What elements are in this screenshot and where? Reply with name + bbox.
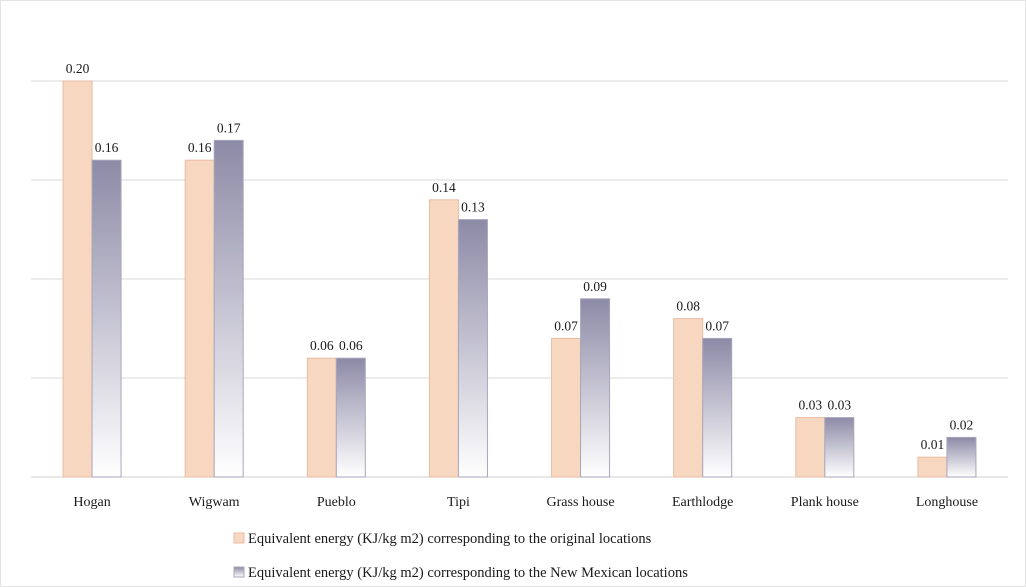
bar-original-earthlodge [673,318,704,478]
data-label-original: 0.03 [799,398,823,413]
x-tick-label: Pueblo [317,495,356,510]
data-label-original: 0.06 [310,338,334,353]
data-label-new-mexican: 0.17 [217,120,241,135]
bar-original-plank-house [795,417,826,478]
legend: Equivalent energy (KJ/kg m2) correspondi… [233,531,688,581]
bar-new-mexican-earthlodge [702,337,733,478]
gridlines [31,80,1008,478]
data-label-original: 0.01 [921,437,945,452]
data-label-original: 0.14 [432,180,456,195]
bar-new-mexican-grass-house [580,298,611,478]
bar-original-tipi [428,199,459,478]
bar-original-wigwam [184,159,215,478]
bars [62,80,977,478]
x-tick-label: Tipi [447,495,470,510]
legend-label-new-mexican: Equivalent energy (KJ/kg m2) correspondi… [248,565,688,581]
bar-new-mexican-longhouse [946,436,977,478]
data-label-original: 0.08 [676,299,700,314]
data-label-new-mexican: 0.03 [828,398,852,413]
x-tick-label: Grass house [547,495,615,510]
data-label-new-mexican: 0.09 [583,279,607,294]
legend-label-original: Equivalent energy (KJ/kg m2) correspondi… [248,531,652,547]
bar-new-mexican-tipi [457,219,488,478]
bar-original-grass-house [551,337,582,478]
x-tick-label: Earthlodge [672,495,733,510]
data-label-original: 0.07 [554,318,578,333]
x-tick-label: Hogan [73,495,110,510]
bar-original-longhouse [917,456,948,478]
x-tick-label: Plank house [791,495,859,510]
data-label-new-mexican: 0.06 [339,338,363,353]
data-label-new-mexican: 0.13 [461,200,485,215]
x-axis-tick-labels: Hogan Wigwam Pueblo Tipi Grass house Earthlod… [73,495,978,510]
bar-original-pueblo [306,357,337,478]
data-labels: 0.20 0.16 0.16 0.17 0.06 0.06 0.14 0.13 0.07 0.09… [66,61,974,452]
bar-new-mexican-wigwam [213,139,244,478]
data-label-original: 0.20 [66,61,90,76]
x-tick-label: Longhouse [916,495,978,510]
data-label-new-mexican: 0.16 [95,140,119,155]
bar-new-mexican-plank-house [824,417,855,478]
legend-swatch-new-mexican [233,566,245,578]
data-label-new-mexican: 0.07 [705,318,729,333]
x-tick-label: Wigwam [189,495,240,510]
data-label-new-mexican: 0.02 [950,417,974,432]
data-label-original: 0.16 [188,140,212,155]
bar-original-hogan [62,80,93,478]
legend-swatch-original [233,532,245,544]
bar-new-mexican-hogan [91,159,122,478]
bar-new-mexican-pueblo [335,357,366,478]
